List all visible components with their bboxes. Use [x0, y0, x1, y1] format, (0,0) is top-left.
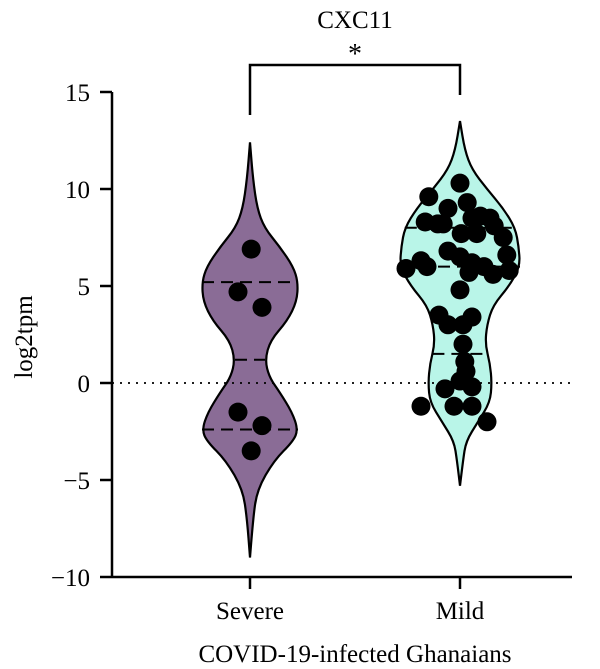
x-tick-label-mild: Mild: [436, 598, 485, 625]
data-point-severe-6: [241, 441, 261, 461]
violin-group: [201, 120, 521, 558]
data-point-mild-1: [450, 173, 470, 193]
data-point-mild-37: [411, 396, 431, 416]
x-tick-label-severe: Severe: [216, 598, 284, 625]
data-point-mild-14: [493, 228, 513, 247]
data-point-mild-24: [459, 262, 479, 282]
data-point-severe-3: [252, 297, 272, 317]
data-point-mild-36: [435, 379, 455, 399]
data-point-mild-26: [450, 280, 470, 300]
data-point-mild-10: [433, 214, 453, 234]
data-point-mild-38: [444, 396, 464, 416]
data-point-mild-30: [438, 315, 458, 335]
y-axis-label: log2tpm: [11, 295, 38, 379]
y-tick-label-3: 5: [78, 274, 91, 301]
data-point-mild-23: [499, 260, 519, 280]
data-point-mild-35: [462, 377, 482, 397]
data-point-mild-3: [457, 193, 477, 213]
data-point-mild-4: [438, 198, 458, 218]
x-axis-label: COVID-19-infected Ghanaians: [198, 641, 511, 668]
data-point-mild-2: [419, 187, 439, 207]
axes: Severe Mild 15 10 5 0 −5 −10: [51, 80, 572, 625]
data-point-mild-20: [417, 257, 437, 277]
data-point-severe-5: [252, 416, 272, 436]
chart-title: CXC11: [317, 7, 392, 34]
data-point-severe-1: [241, 239, 261, 259]
y-tick-label-4: 0: [78, 371, 91, 398]
data-point-mild-29: [453, 315, 473, 335]
data-point-mild-12: [467, 224, 487, 244]
data-point-mild-7: [462, 208, 482, 228]
significance-bracket: [248, 63, 462, 115]
data-point-mild-40: [477, 412, 497, 432]
y-tick-label-6: −10: [51, 565, 90, 592]
data-point-mild-31: [453, 334, 473, 354]
data-point-mild-13: [451, 224, 471, 244]
violin-severe: [201, 142, 299, 558]
data-point-severe-2: [228, 282, 248, 302]
data-point-mild-16: [497, 245, 517, 265]
significance-marker: *: [348, 39, 362, 70]
data-point-mild-39: [462, 396, 482, 416]
y-tick-label-5: −5: [63, 468, 90, 495]
data-points: [228, 173, 519, 461]
y-tick-label-2: 10: [65, 177, 90, 204]
data-point-mild-25: [483, 264, 503, 284]
y-tick-label-1: 15: [65, 80, 90, 107]
data-point-severe-4: [228, 402, 248, 422]
data-point-mild-22: [396, 259, 416, 279]
